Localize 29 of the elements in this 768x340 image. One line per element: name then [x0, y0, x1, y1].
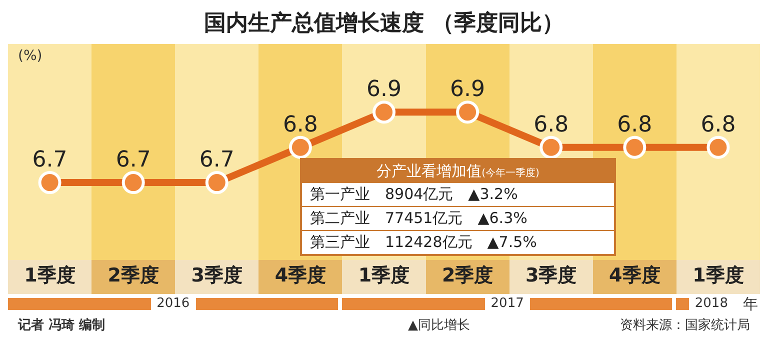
x-tick-label: 4季度 — [609, 264, 660, 286]
x-tick-label: 4季度 — [274, 264, 326, 286]
data-label: 6.8 — [617, 112, 652, 138]
data-label: 6.8 — [534, 112, 569, 138]
text: 资料来源：国家统计局 — [620, 317, 750, 334]
data-label: 6.8 — [282, 112, 318, 138]
data-label: 6.8 — [700, 112, 736, 138]
chart-title: 国内生产总值增长速度 （季度同比） — [203, 10, 565, 38]
year-strip: 2016 — [8, 298, 338, 310]
year-strip: 2017 — [342, 298, 672, 310]
text: ▲同比增长 — [408, 317, 470, 334]
data-label: 6.7 — [116, 148, 151, 173]
y-axis-title: (%) — [18, 48, 42, 64]
x-tick-label: 1季度 — [24, 264, 76, 286]
x-tick-label: 1季度 — [692, 264, 744, 286]
text: 年 — [743, 295, 758, 314]
annotation: (今年一季度) — [482, 168, 540, 179]
x-tick-label: 1季度 — [358, 264, 410, 286]
x-tick-label: 3季度 — [191, 264, 243, 286]
data-label: 6.7 — [32, 148, 68, 173]
data-label: 6.9 — [366, 77, 402, 102]
text: 记者 冯琦 编制 — [18, 316, 106, 334]
year-strip: 2018 — [676, 298, 734, 310]
x-tick-label: 3季度 — [525, 264, 577, 286]
x-tick-label: 2季度 — [442, 264, 494, 286]
info-table: 分产业看增加值(今年一季度) 第一产业 8904亿元 ▲3.2% 第二产业 77451亿元 ▲6.3% 第三产业 112428亿元 ▲7.5% — [300, 158, 616, 256]
data-label: 6.7 — [199, 148, 234, 173]
x-tick-label: 2季度 — [108, 264, 159, 286]
data-label: 6.9 — [450, 77, 486, 102]
